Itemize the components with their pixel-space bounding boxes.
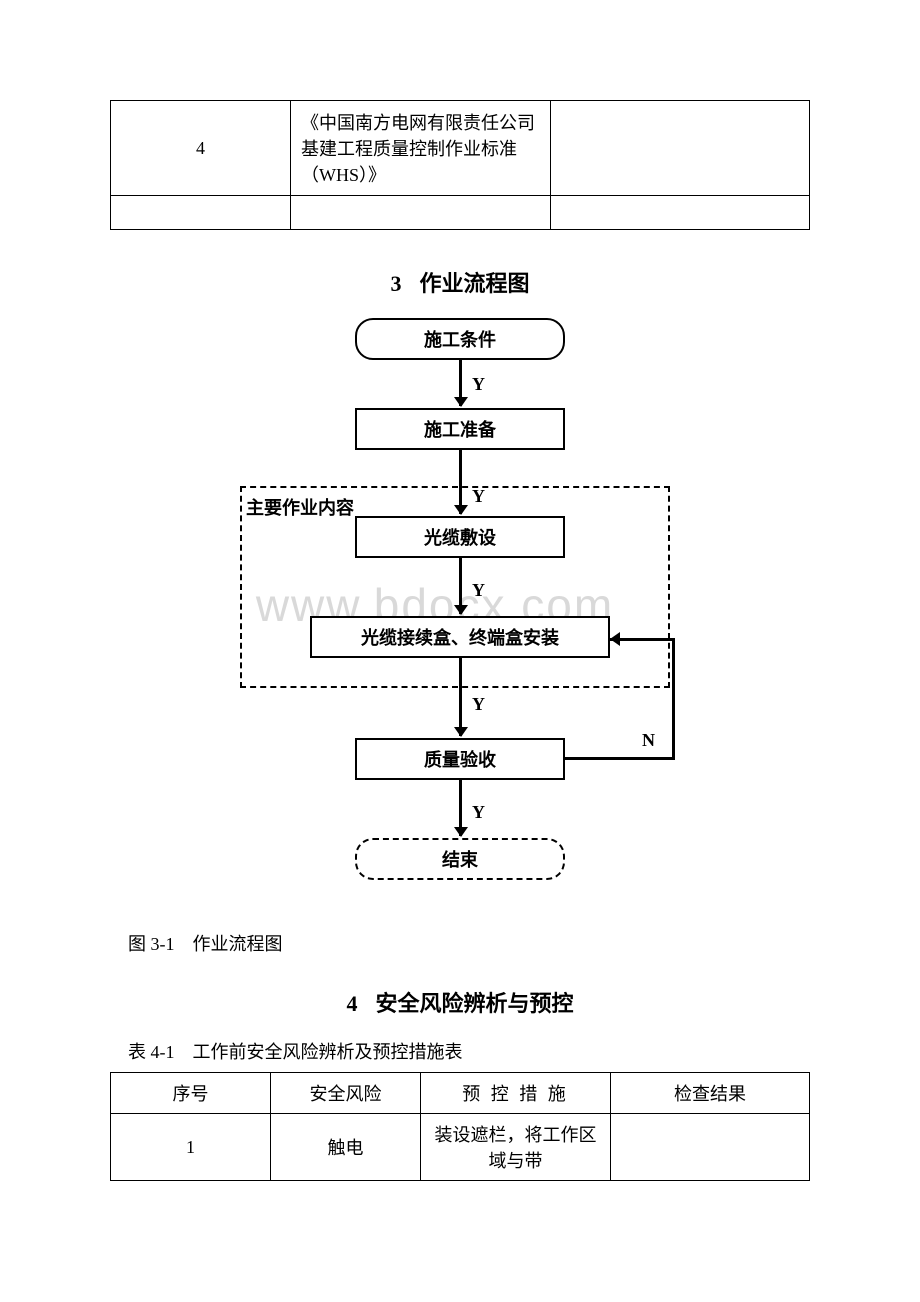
cell-risk: 触电	[271, 1114, 421, 1181]
section-num: 3	[390, 271, 401, 296]
arrowhead-icon	[610, 632, 620, 646]
section-title: 安全风险辨析与预控	[375, 991, 573, 1016]
arrow	[459, 360, 462, 406]
section-title: 作业流程图	[419, 271, 529, 296]
standards-table: 4 《中国南方电网有限责任公司基建工程质量控制作业标准（WHS）》	[110, 100, 810, 230]
col-risk: 安全风险	[271, 1073, 421, 1114]
row-empty	[551, 101, 810, 196]
cell-measure: 装设遮栏，将工作区域与带	[421, 1114, 611, 1181]
node-quality-check: 质量验收	[355, 738, 565, 780]
node-cable-lay: 光缆敷设	[355, 516, 565, 558]
table4-caption: 表 4-1 工作前安全风险辨析及预控措施表	[128, 1038, 810, 1064]
section-3-heading: 3 作业流程图	[110, 266, 810, 298]
cell-seq: 1	[111, 1114, 271, 1181]
n-label: N	[642, 730, 655, 751]
arrow	[459, 450, 462, 514]
col-result: 检查结果	[611, 1073, 810, 1114]
table-header-row: 序号 安全风险 预 控 措 施 检查结果	[111, 1073, 810, 1114]
risk-table: 序号 安全风险 预 控 措 施 检查结果 1 触电 装设遮栏，将工作区域与带	[110, 1072, 810, 1181]
col-measure: 预 控 措 施	[421, 1073, 611, 1114]
cell-result	[611, 1114, 810, 1181]
section-4-heading: 4 安全风险辨析与预控	[110, 986, 810, 1018]
y-label: Y	[472, 694, 485, 715]
node-condition: 施工条件	[355, 318, 565, 360]
arrow	[459, 558, 462, 614]
arrow	[459, 780, 462, 836]
y-label: Y	[472, 802, 485, 823]
main-work-label: 主要作业内容	[246, 494, 354, 520]
arrow	[459, 658, 462, 736]
y-label: Y	[472, 374, 485, 395]
flowchart-caption: 图 3-1 作业流程图	[128, 930, 810, 956]
table-row: 4 《中国南方电网有限责任公司基建工程质量控制作业标准（WHS）》	[111, 101, 810, 196]
feedback-line	[565, 757, 675, 760]
feedback-line	[672, 638, 675, 760]
node-end: 结束	[355, 838, 565, 880]
flowchart: www.bdocx.com 主要作业内容 施工条件 Y 施工准备 Y 光缆敷设 …	[180, 318, 690, 918]
node-splice-install: 光缆接续盒、终端盒安装	[310, 616, 610, 658]
table-row	[111, 196, 810, 230]
table-row: 1 触电 装设遮栏，将工作区域与带	[111, 1114, 810, 1181]
row-text: 《中国南方电网有限责任公司基建工程质量控制作业标准（WHS）》	[291, 101, 551, 196]
section-num: 4	[346, 991, 357, 1016]
y-label: Y	[472, 580, 485, 601]
row-num: 4	[111, 101, 291, 196]
y-label: Y	[472, 486, 485, 507]
col-seq: 序号	[111, 1073, 271, 1114]
node-prepare: 施工准备	[355, 408, 565, 450]
